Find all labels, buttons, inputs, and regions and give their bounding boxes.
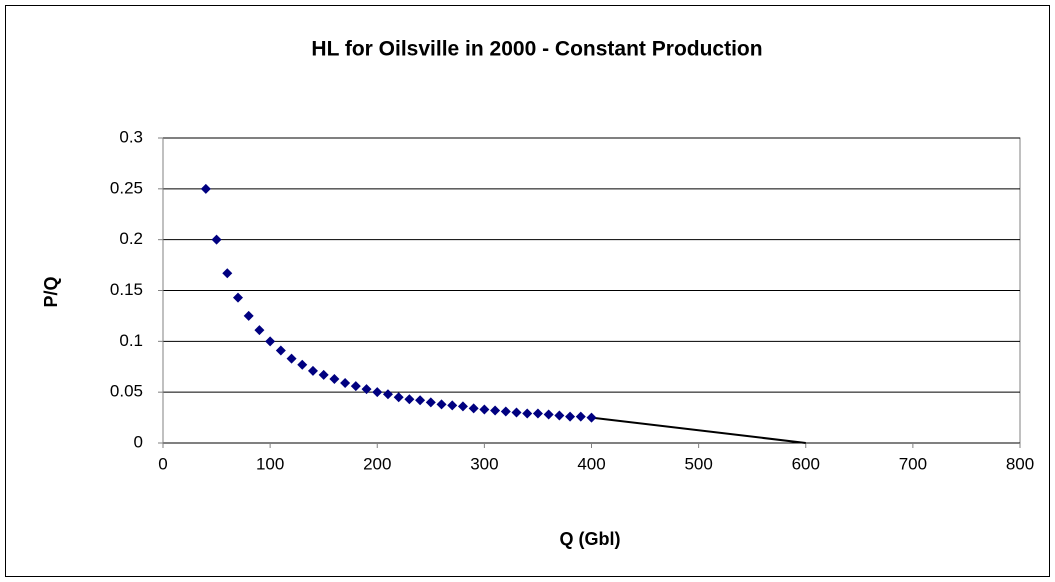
data-point — [415, 395, 426, 406]
data-point — [200, 183, 211, 194]
data-point — [575, 411, 586, 422]
data-point — [565, 411, 576, 422]
data-point — [586, 412, 597, 423]
data-point — [532, 408, 543, 419]
data-point — [318, 369, 329, 380]
y-tick-label: 0.15 — [110, 280, 143, 299]
x-tick-label: 700 — [899, 454, 927, 473]
y-axis-label: P/Q — [41, 276, 61, 307]
x-tick-label: 300 — [470, 454, 498, 473]
data-point — [297, 359, 308, 370]
data-point — [393, 392, 404, 403]
y-tick-label: 0 — [134, 432, 143, 451]
data-point — [554, 410, 565, 421]
data-point — [382, 389, 393, 400]
data-point — [511, 407, 522, 418]
data-point — [329, 373, 340, 384]
y-tick-label: 0.2 — [119, 229, 143, 248]
data-point — [447, 400, 458, 411]
trend-line — [591, 416, 806, 444]
data-point — [340, 378, 351, 389]
data-point — [350, 381, 361, 392]
chart-title: HL for Oilsville in 2000 - Constant Prod… — [311, 38, 762, 61]
x-tick-label: 500 — [684, 454, 712, 473]
data-point — [522, 408, 533, 419]
data-point — [500, 406, 511, 417]
x-tick-label: 800 — [1006, 454, 1034, 473]
y-tick-label: 0.05 — [110, 382, 143, 401]
data-point — [286, 353, 297, 364]
data-point — [436, 399, 447, 410]
x-tick-label: 400 — [577, 454, 605, 473]
x-axis-label: Q (Gbl) — [560, 529, 621, 549]
data-point — [361, 384, 372, 395]
data-point — [254, 325, 265, 336]
data-point — [490, 405, 501, 416]
data-point — [265, 336, 276, 347]
data-point — [479, 404, 490, 415]
data-point — [243, 310, 254, 321]
x-tick-label: 100 — [256, 454, 284, 473]
data-point — [232, 292, 243, 303]
x-tick-label: 200 — [363, 454, 391, 473]
y-tick-label: 0.1 — [119, 331, 143, 350]
data-point — [425, 397, 436, 408]
data-point — [543, 409, 554, 420]
data-point — [222, 268, 233, 279]
data-point — [457, 401, 468, 412]
x-tick-label: 600 — [792, 454, 820, 473]
data-point — [404, 394, 415, 405]
data-point — [275, 345, 286, 356]
x-tick-label: 0 — [158, 454, 167, 473]
data-point — [307, 365, 318, 376]
data-point — [372, 387, 383, 398]
data-point — [211, 234, 222, 245]
y-tick-label: 0.25 — [110, 178, 143, 197]
y-tick-label: 0.3 — [119, 127, 143, 146]
data-point — [468, 403, 479, 414]
